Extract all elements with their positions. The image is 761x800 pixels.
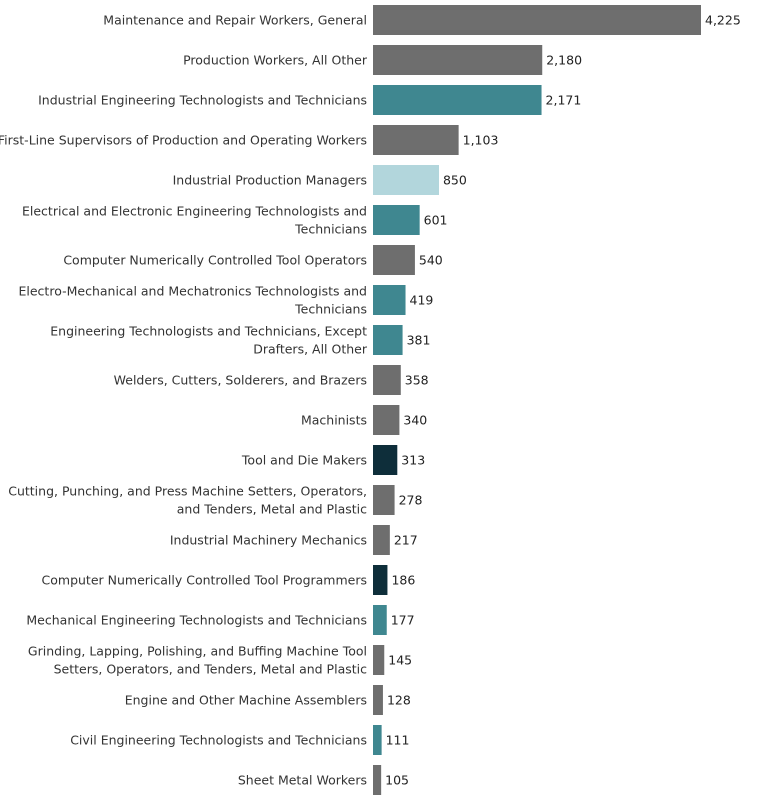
bar — [373, 5, 701, 35]
category-label: Cutting, Punching, and Press Machine Set… — [8, 484, 367, 517]
category-label: Grinding, Lapping, Polishing, and Buffin… — [28, 644, 367, 677]
bar-row: Production Workers, All Other 2,180 — [183, 45, 582, 75]
bar-row: Cutting, Punching, and Press Machine Set… — [8, 484, 422, 517]
bar-row: Machinists 340 — [301, 405, 427, 435]
value-label: 381 — [407, 333, 431, 348]
category-label-line: Drafters, All Other — [253, 342, 368, 357]
bar-row: Engine and Other Machine Assemblers 128 — [125, 685, 411, 715]
bar — [373, 165, 439, 195]
category-label-line: Cutting, Punching, and Press Machine Set… — [8, 484, 367, 499]
category-label: Tool and Die Makers — [241, 453, 367, 468]
category-label: Computer Numerically Controlled Tool Pro… — [42, 573, 367, 588]
category-label-line: Electro-Mechanical and Mechatronics Tech… — [19, 284, 368, 299]
category-label-line: Grinding, Lapping, Polishing, and Buffin… — [28, 644, 367, 659]
bar — [373, 125, 459, 155]
category-label-line: Electrical and Electronic Engineering Te… — [22, 204, 367, 219]
category-label: Electrical and Electronic Engineering Te… — [22, 204, 367, 237]
bar — [373, 605, 387, 635]
category-label: Production Workers, All Other — [183, 53, 368, 68]
value-label: 186 — [391, 573, 415, 588]
category-label-line: Technicians — [294, 302, 367, 317]
bar-row: Grinding, Lapping, Polishing, and Buffin… — [28, 644, 412, 677]
bar-row: Electrical and Electronic Engineering Te… — [22, 204, 448, 237]
bar-row: Welders, Cutters, Solderers, and Brazers… — [114, 365, 429, 395]
category-label: Industrial Engineering Technologists and… — [38, 93, 367, 108]
bar-row: Civil Engineering Technologists and Tech… — [70, 725, 409, 755]
bar-row: Mechanical Engineering Technologists and… — [26, 605, 415, 635]
value-label: 419 — [410, 293, 434, 308]
category-label: Electro-Mechanical and Mechatronics Tech… — [19, 284, 368, 317]
bar — [373, 565, 388, 595]
bar — [373, 405, 400, 435]
category-label: Mechanical Engineering Technologists and… — [26, 613, 367, 628]
bar-row: Industrial Machinery Mechanics 217 — [170, 525, 418, 555]
category-label: Engineering Technologists and Technician… — [50, 324, 368, 357]
category-label: Engine and Other Machine Assemblers — [125, 693, 367, 708]
value-label: 217 — [394, 533, 418, 548]
bar — [373, 645, 385, 675]
category-label: First-Line Supervisors of Production and… — [0, 133, 367, 148]
category-label: Computer Numerically Controlled Tool Ope… — [63, 253, 367, 268]
bar-row: Maintenance and Repair Workers, General 4… — [103, 5, 741, 35]
bar — [373, 485, 395, 515]
value-label: 105 — [385, 773, 409, 788]
value-label: 128 — [387, 693, 411, 708]
bar — [373, 525, 390, 555]
category-label: Industrial Production Managers — [173, 173, 367, 188]
bar — [373, 45, 543, 75]
bar — [373, 205, 420, 235]
value-label: 278 — [399, 493, 423, 508]
value-label: 850 — [443, 173, 467, 188]
value-label: 4,225 — [705, 13, 741, 28]
value-label: 340 — [403, 413, 427, 428]
category-label-line: and Tenders, Metal and Plastic — [177, 502, 367, 517]
bar — [373, 765, 382, 795]
bar — [373, 445, 398, 475]
value-label: 2,180 — [546, 53, 582, 68]
bar — [373, 285, 406, 315]
value-label: 111 — [386, 733, 410, 748]
value-label: 601 — [424, 213, 448, 228]
category-label-line: Setters, Operators, and Tenders, Metal a… — [54, 662, 367, 677]
bar-row: Tool and Die Makers 313 — [241, 445, 425, 475]
bar — [373, 325, 403, 355]
bar — [373, 365, 401, 395]
category-label: Maintenance and Repair Workers, General — [103, 13, 367, 28]
category-label: Industrial Machinery Mechanics — [170, 533, 367, 548]
value-label: 1,103 — [463, 133, 499, 148]
value-label: 540 — [419, 253, 443, 268]
bar-row: Industrial Production Managers 850 — [173, 165, 467, 195]
category-label: Welders, Cutters, Solderers, and Brazers — [114, 373, 367, 388]
bar-row: Electro-Mechanical and Mechatronics Tech… — [19, 284, 434, 317]
bar-row: Industrial Engineering Technologists and… — [38, 85, 581, 115]
category-label: Sheet Metal Workers — [238, 773, 367, 788]
bar — [373, 725, 382, 755]
category-label-line: Engineering Technologists and Technician… — [50, 324, 367, 339]
value-label: 145 — [388, 653, 412, 668]
bar-row: Engineering Technologists and Technician… — [50, 324, 430, 357]
bar-row: Computer Numerically Controlled Tool Ope… — [63, 245, 443, 275]
bar — [373, 245, 415, 275]
category-label: Civil Engineering Technologists and Tech… — [70, 733, 367, 748]
value-label: 313 — [401, 453, 425, 468]
value-label: 2,171 — [546, 93, 582, 108]
bar-row: Computer Numerically Controlled Tool Pro… — [42, 565, 415, 595]
value-label: 177 — [391, 613, 415, 628]
bar-row: First-Line Supervisors of Production and… — [0, 125, 498, 155]
category-label-line: Technicians — [294, 222, 367, 237]
bar-row: Sheet Metal Workers 105 — [238, 765, 409, 795]
bar — [373, 685, 383, 715]
bar — [373, 85, 542, 115]
category-label: Machinists — [301, 413, 367, 428]
value-label: 358 — [405, 373, 429, 388]
